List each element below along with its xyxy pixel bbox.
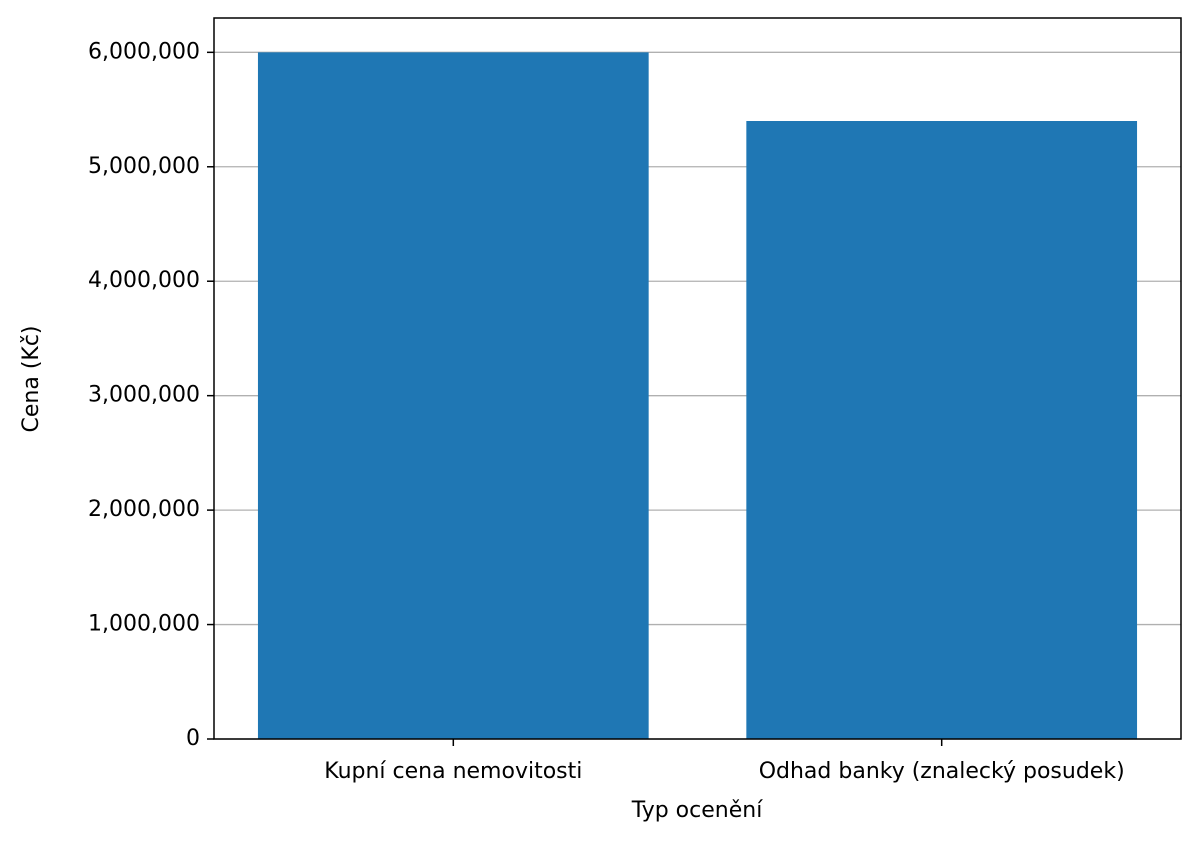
y-tick-label: 5,000,000 (88, 154, 200, 179)
y-tick-label: 0 (186, 726, 200, 751)
bar (746, 121, 1138, 739)
y-tick-label: 1,000,000 (88, 612, 200, 637)
y-tick-label: 4,000,000 (88, 268, 200, 293)
x-axis-label: Typ ocenění (631, 798, 764, 823)
y-tick-label: 6,000,000 (88, 39, 200, 64)
plot-frame (213, 17, 1182, 740)
bar (257, 52, 649, 740)
y-tick-label: 3,000,000 (88, 383, 200, 408)
y-axis-label: Cena (Kč) (19, 325, 44, 432)
x-tick-label: Odhad banky (znalecký posudek) (759, 759, 1125, 784)
y-tick-label: 2,000,000 (88, 497, 200, 522)
x-tick-label: Kupní cena nemovitosti (324, 759, 582, 784)
